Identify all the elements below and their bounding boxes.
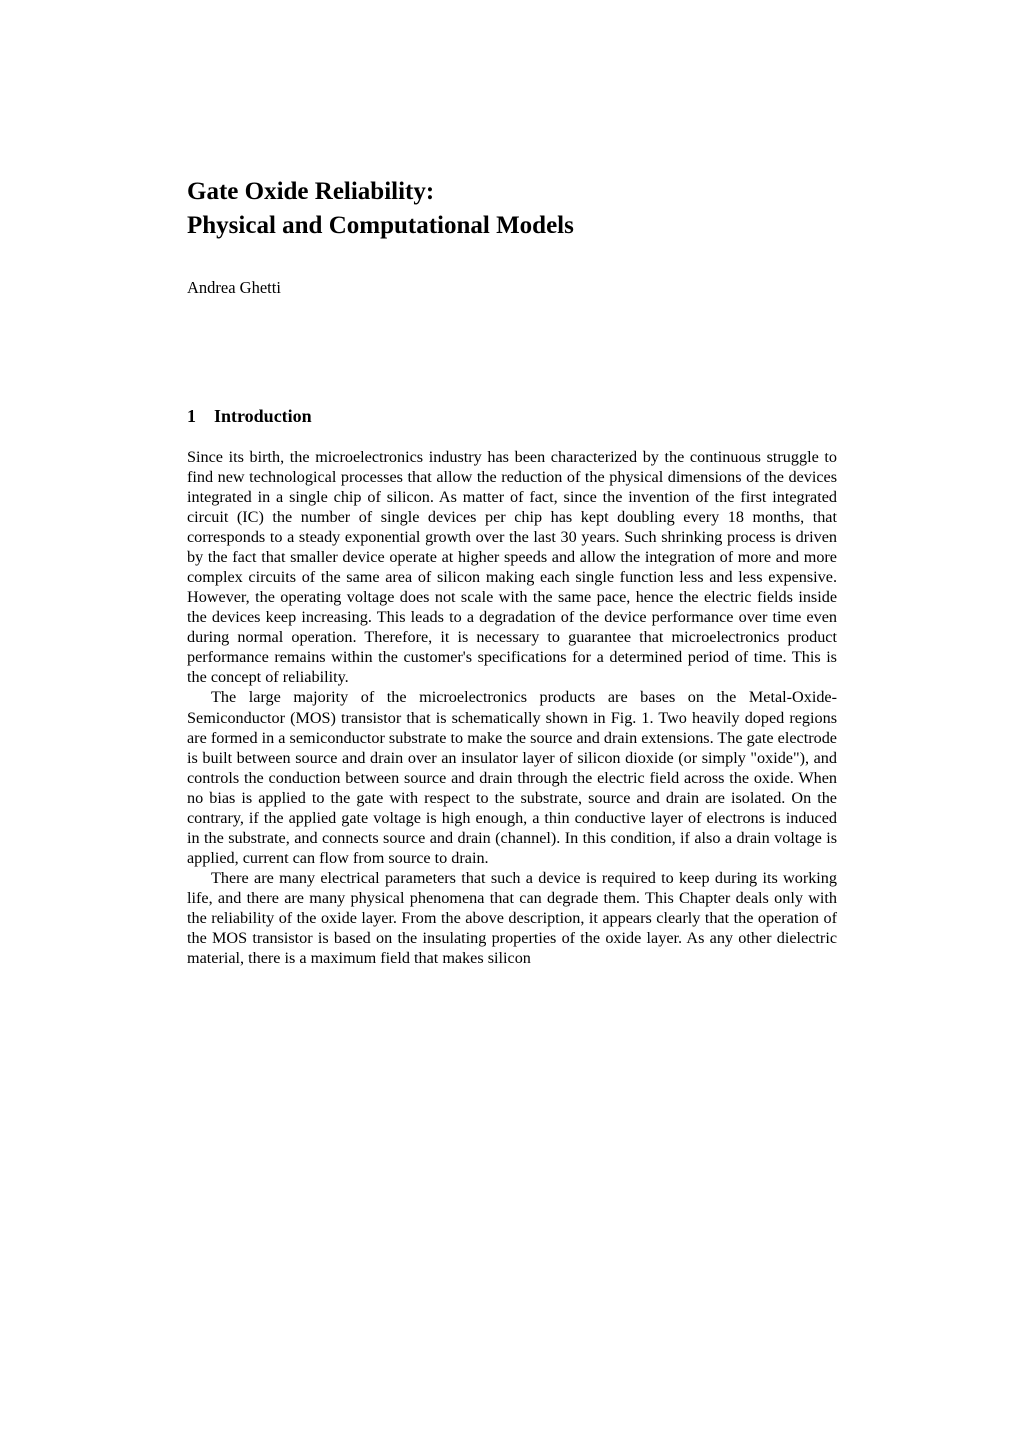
body-text: Since its birth, the microelectronics in…: [187, 447, 837, 969]
section-title: Introduction: [214, 406, 312, 426]
paragraph-2: The large majority of the microelectroni…: [187, 687, 837, 868]
section-number: 1: [187, 406, 196, 427]
title-line-2: Physical and Computational Models: [187, 212, 574, 239]
document-title: Gate Oxide Reliability: Physical and Com…: [187, 175, 837, 243]
paragraph-1: Since its birth, the microelectronics in…: [187, 447, 837, 688]
author-name: Andrea Ghetti: [187, 278, 837, 298]
paragraph-3: There are many electrical parameters tha…: [187, 868, 837, 968]
page-content: Gate Oxide Reliability: Physical and Com…: [187, 175, 837, 969]
section-heading: 1 Introduction: [187, 406, 837, 427]
title-line-1: Gate Oxide Reliability:: [187, 178, 434, 205]
